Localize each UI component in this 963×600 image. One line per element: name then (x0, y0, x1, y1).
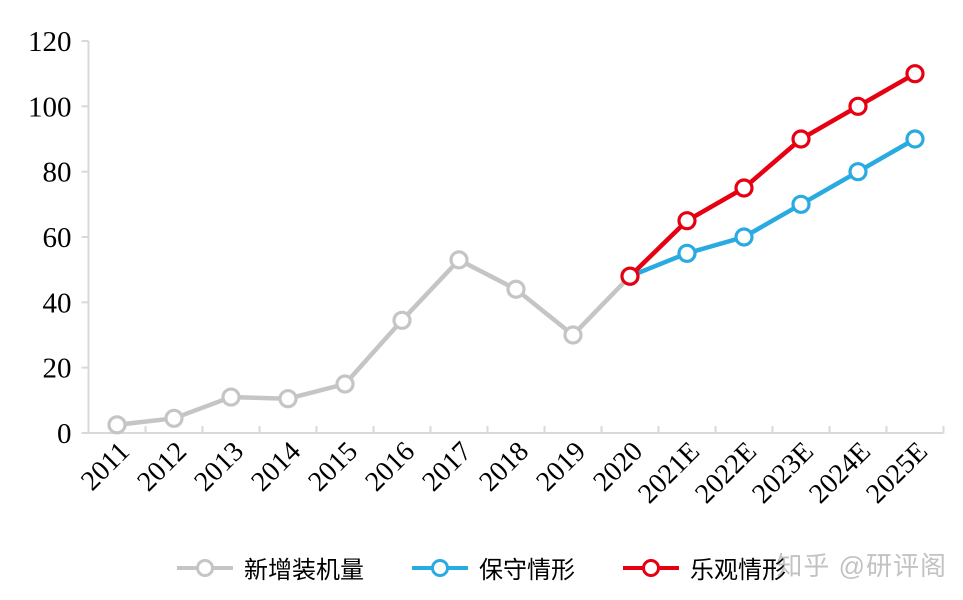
svg-text:2017: 2017 (416, 436, 478, 498)
svg-text:2015: 2015 (302, 436, 364, 498)
svg-text:2024E: 2024E (803, 436, 877, 510)
svg-text:2011: 2011 (75, 436, 136, 497)
svg-text:2018: 2018 (473, 436, 535, 498)
legend-label-new-installs: 新增装机量 (244, 557, 364, 584)
svg-text:120: 120 (28, 26, 72, 58)
svg-text:100: 100 (28, 91, 72, 123)
svg-text:60: 60 (43, 222, 72, 254)
svg-text:2013: 2013 (188, 436, 250, 498)
svg-text:2023E: 2023E (746, 436, 820, 510)
svg-text:20: 20 (43, 353, 72, 385)
legend-label-optimistic: 乐观情形 (690, 557, 786, 584)
svg-text:2016: 2016 (359, 436, 421, 498)
svg-text:40: 40 (43, 287, 72, 319)
svg-text:0: 0 (57, 418, 72, 450)
svg-text:2019: 2019 (530, 436, 592, 498)
svg-text:2022E: 2022E (689, 436, 763, 510)
chart-legend: 新增装机量 保守情形 乐观情形 (0, 550, 963, 585)
legend-item-optimistic: 乐观情形 (623, 550, 786, 585)
red-series-marker-icon (623, 565, 679, 570)
svg-text:2014: 2014 (245, 436, 307, 498)
legend-item-conservative: 保守情形 (412, 550, 575, 585)
svg-text:2012: 2012 (131, 436, 193, 498)
line-chart-canvas: 0204060801001202011201220132014201520162… (28, 26, 945, 510)
svg-text:2025E: 2025E (860, 436, 934, 510)
svg-text:80: 80 (43, 157, 72, 189)
svg-text:2021E: 2021E (632, 436, 706, 510)
gray-series-marker-icon (177, 565, 233, 570)
legend-item-new-installs: 新增装机量 (177, 550, 364, 585)
legend-label-conservative: 保守情形 (479, 557, 575, 584)
blue-series-marker-icon (412, 565, 468, 570)
